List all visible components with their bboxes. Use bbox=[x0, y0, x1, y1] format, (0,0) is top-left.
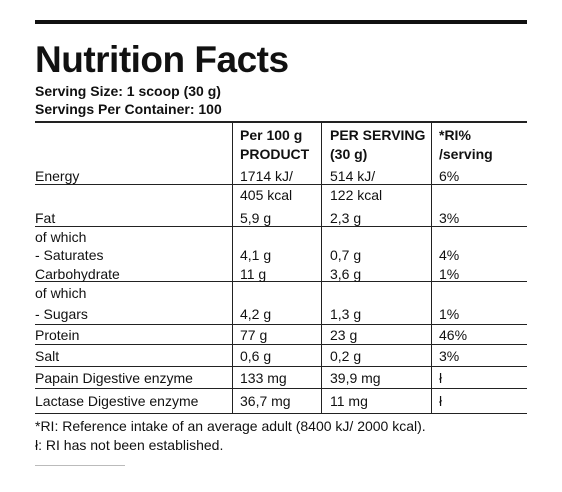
bottom-rule bbox=[35, 465, 125, 466]
column-divider bbox=[431, 121, 432, 413]
sugars-per100: 4,2 g bbox=[240, 306, 272, 322]
row-divider bbox=[35, 281, 527, 282]
row-divider bbox=[35, 324, 527, 325]
energy-serving-kcal: 122 kcal bbox=[330, 187, 383, 203]
sugars-serving: 1,3 g bbox=[330, 306, 362, 322]
row-label-sugars: - Sugars bbox=[35, 306, 88, 322]
column-divider bbox=[321, 121, 322, 413]
col-header-per100: Per 100 g bbox=[240, 127, 303, 143]
col-header-ri: *RI% bbox=[439, 127, 471, 143]
col-header-serving: PER SERVING bbox=[330, 127, 426, 143]
row-label-energy: Energy bbox=[35, 168, 80, 184]
papain-per100: 133 mg bbox=[240, 370, 287, 386]
protein-per100: 77 g bbox=[240, 327, 268, 343]
salt-ri: 3% bbox=[439, 348, 460, 364]
col-header-serving-sub: (30 g) bbox=[330, 146, 368, 162]
row-divider bbox=[35, 388, 527, 389]
salt-per100: 0,6 g bbox=[240, 348, 272, 364]
lactase-serving: 11 mg bbox=[330, 393, 368, 409]
col-header-per100-sub: PRODUCT bbox=[240, 146, 310, 162]
table-bottom-rule bbox=[35, 413, 527, 414]
energy-ri: 6% bbox=[439, 168, 460, 184]
footnote-ri: *RI: Reference intake of an average adul… bbox=[35, 418, 426, 434]
row-divider bbox=[35, 226, 527, 227]
row-divider bbox=[35, 344, 527, 345]
row-label-salt: Salt bbox=[35, 348, 60, 364]
fat-per100: 5,9 g bbox=[240, 210, 272, 226]
salt-serving: 0,2 g bbox=[330, 348, 362, 364]
row-divider bbox=[35, 184, 527, 185]
sugars-ri: 1% bbox=[439, 306, 460, 322]
carbohydrate-ri: 1% bbox=[439, 266, 460, 282]
row-label-saturates: - Saturates bbox=[35, 247, 104, 263]
header-rule bbox=[35, 121, 527, 123]
row-label-papain: Papain Digestive enzyme bbox=[35, 370, 193, 386]
saturates-per100: 4,1 g bbox=[240, 247, 272, 263]
row-label-fat: Fat bbox=[35, 210, 56, 226]
energy-per100-kj: 1714 kJ/ bbox=[240, 168, 293, 184]
col-header-ri-sub: /serving bbox=[439, 146, 493, 162]
footnote-not-established: ł: RI has not been established. bbox=[35, 437, 224, 453]
papain-serving: 39,9 mg bbox=[330, 370, 381, 386]
saturates-ri: 4% bbox=[439, 247, 460, 263]
saturates-serving: 0,7 g bbox=[330, 247, 362, 263]
row-divider bbox=[35, 366, 527, 367]
serving-size: Serving Size: 1 scoop (30 g) bbox=[35, 83, 221, 99]
row-label-carb-of-which: of which bbox=[35, 285, 87, 301]
row-label-protein: Protein bbox=[35, 327, 80, 343]
fat-serving: 2,3 g bbox=[330, 210, 362, 226]
column-divider bbox=[232, 121, 233, 413]
protein-serving: 23 g bbox=[330, 327, 358, 343]
top-rule bbox=[35, 20, 527, 24]
energy-serving-kj: 514 kJ/ bbox=[330, 168, 376, 184]
papain-ri: ł bbox=[439, 370, 443, 386]
row-label-carbohydrate: Carbohydrate bbox=[35, 266, 120, 282]
row-label-lactase: Lactase Digestive enzyme bbox=[35, 393, 199, 409]
lactase-per100: 36,7 mg bbox=[240, 393, 291, 409]
fat-ri: 3% bbox=[439, 210, 460, 226]
protein-ri: 46% bbox=[439, 327, 468, 343]
carbohydrate-per100: 11 g bbox=[240, 266, 267, 282]
servings-per-container: Servings Per Container: 100 bbox=[35, 101, 222, 117]
row-label-fat-of-which: of which bbox=[35, 229, 87, 245]
nutrition-facts-panel: Nutrition Facts Serving Size: 1 scoop (3… bbox=[35, 20, 527, 482]
energy-per100-kcal: 405 kcal bbox=[240, 187, 293, 203]
carbohydrate-serving: 3,6 g bbox=[330, 266, 362, 282]
panel-title: Nutrition Facts bbox=[35, 39, 289, 80]
lactase-ri: ł bbox=[439, 393, 443, 409]
